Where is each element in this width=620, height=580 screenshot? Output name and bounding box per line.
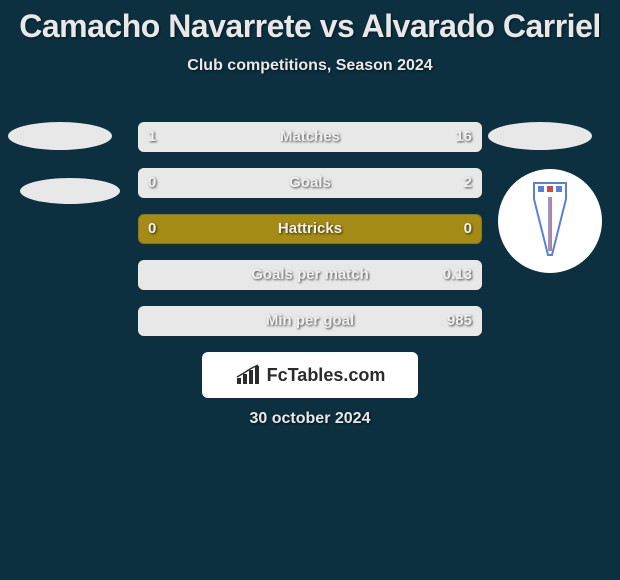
stat-value-left: 0 xyxy=(148,168,156,198)
stat-value-right: 0 xyxy=(464,214,472,244)
stat-value-left: 0 xyxy=(148,214,156,244)
source-badge: FcTables.com xyxy=(202,352,418,398)
page-title: Camacho Navarrete vs Alvarado Carriel xyxy=(0,0,620,45)
stat-row: 985Min per goal xyxy=(0,306,620,352)
stat-value-right: 0.13 xyxy=(443,260,472,290)
stat-value-right: 985 xyxy=(447,306,472,336)
stat-value-left: 1 xyxy=(148,122,156,152)
subtitle: Club competitions, Season 2024 xyxy=(0,57,620,75)
infographic: Camacho Navarrete vs Alvarado Carriel Cl… xyxy=(0,0,620,580)
stat-bar xyxy=(138,214,482,244)
stat-bar xyxy=(138,168,482,198)
source-badge-text: FcTables.com xyxy=(267,365,386,386)
stat-bar-right-fill xyxy=(138,260,482,290)
stat-bar-right-fill xyxy=(138,168,482,198)
decorative-ellipse xyxy=(8,122,112,150)
stat-bar xyxy=(138,306,482,336)
stat-bar-right-fill xyxy=(158,122,482,152)
date-label: 30 october 2024 xyxy=(0,410,620,428)
stat-value-right: 16 xyxy=(455,122,472,152)
stat-bar xyxy=(138,122,482,152)
decorative-ellipse xyxy=(20,178,120,204)
stat-bar xyxy=(138,260,482,290)
crest-shield-icon xyxy=(530,179,570,259)
club-crest-right xyxy=(498,169,602,273)
decorative-ellipse xyxy=(488,122,592,150)
stat-bar-right-fill xyxy=(138,306,482,336)
bar-chart-icon xyxy=(235,364,261,386)
stat-value-right: 2 xyxy=(464,168,472,198)
